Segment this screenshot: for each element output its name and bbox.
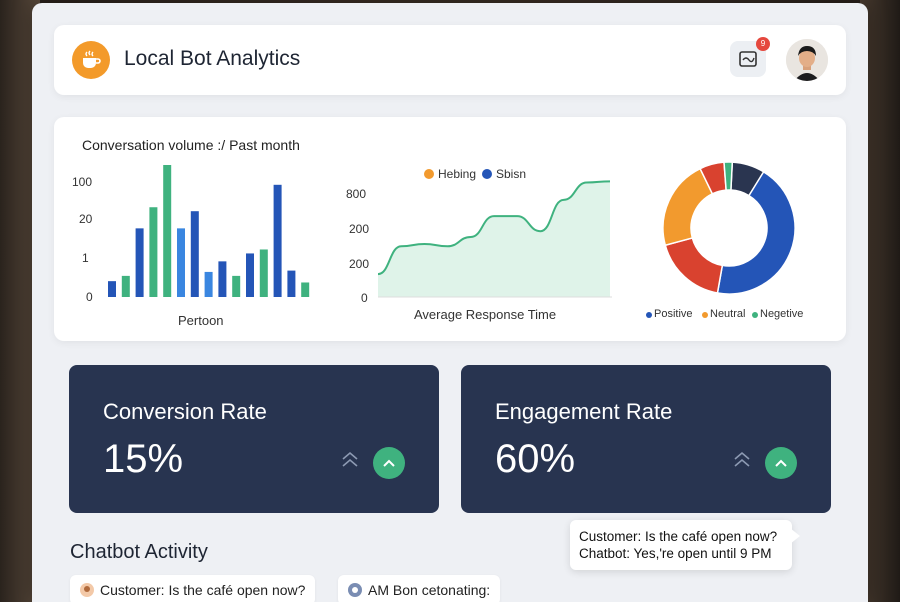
bar [273,184,282,297]
area-tick-label: 200 [349,222,370,236]
bar-tick-label: 20 [79,212,93,226]
series-line [377,180,611,276]
bar [232,275,241,297]
legend-dot [482,169,492,179]
donut-slice [723,161,734,191]
app-header: Local Bot Analytics 9 [54,25,846,95]
activity-item[interactable]: Customer: Is the café open now? [70,575,316,602]
legend-dot [646,312,652,318]
bar [259,249,268,297]
donut-slice [716,170,796,295]
bar [218,261,227,297]
sentiment-donut-chart [662,161,796,295]
app-title: Local Bot Analytics [124,47,301,70]
customer-avatar-icon [80,583,94,597]
volume-chart-title: Conversation volume :/ Past month [82,137,300,153]
bar [135,228,144,297]
coffee-cup-icon [72,41,110,79]
charts-card: Conversation volume :/ Past month 100 20… [54,117,846,341]
metric-value: 60% [495,437,576,481]
trend-up-button[interactable] [765,447,797,479]
inbox-icon [739,51,757,67]
notification-button[interactable]: 9 [730,37,770,77]
metric-title: Engagement Rate [495,399,673,424]
donut-slice [664,237,724,294]
engagement-rate-card: Engagement Rate 60% [461,365,831,513]
activity-title: Chatbot Activity [70,541,208,563]
bar-tick-label: 0 [86,290,93,304]
bot-icon [348,583,362,597]
legend-label: Hebing [438,167,477,181]
chevron-up-icon [342,451,358,467]
trend-up-button[interactable] [373,447,405,479]
area-tick-label: 800 [346,187,367,201]
bar [177,228,185,297]
metric-title: Conversion Rate [103,399,267,424]
legend-dot [752,312,758,318]
legend-dot [424,169,434,179]
legend-label: Neutral [710,308,746,320]
activity-text: AM Bon cetonating: [368,582,491,598]
bar [121,275,130,297]
conversion-rate-card: Conversion Rate 15% [69,365,439,513]
bar [108,281,116,297]
bar [204,271,213,297]
bar [301,282,310,297]
chat-line-customer: Customer: Is the café open now? [579,529,778,544]
bar [190,211,199,297]
chevron-up-icon [383,459,395,467]
bar-tick-label: 1 [82,251,89,265]
area-tick-label: 200 [349,257,370,271]
legend-label: Sbisn [496,167,527,181]
chevron-up-icon [775,459,787,467]
bar-tick-label: 100 [72,175,93,189]
bar [163,165,172,297]
metric-value: 15% [103,437,184,481]
notification-badge: 9 [756,37,770,51]
avatar[interactable] [786,39,828,81]
activity-text: Customer: Is the café open now? [100,582,306,598]
chat-bubble-tail [790,528,800,544]
legend-label: Positive [654,308,693,320]
bar-chart [108,165,310,297]
legend-label: Negetive [760,308,804,320]
area-x-axis-label: Average Response Time [414,307,557,322]
area-chart [377,180,612,298]
area-tick-label: 0 [361,291,368,305]
area-fill [378,181,610,297]
bar [149,207,158,297]
activity-item[interactable]: AM Bon cetonating: [338,575,501,602]
dashboard-panel: Local Bot Analytics 9 Conversation volum… [32,3,868,602]
chat-bubble: Customer: Is the café open now? Chatbot:… [570,520,792,570]
chat-line-chatbot: Chatbot: Yes,'re open until 9 PM [579,546,772,561]
legend-dot [702,312,708,318]
chevron-up-icon [734,451,750,467]
bar-x-axis-label: Pertoon [178,313,224,328]
bar [246,253,254,297]
bar [287,270,296,297]
